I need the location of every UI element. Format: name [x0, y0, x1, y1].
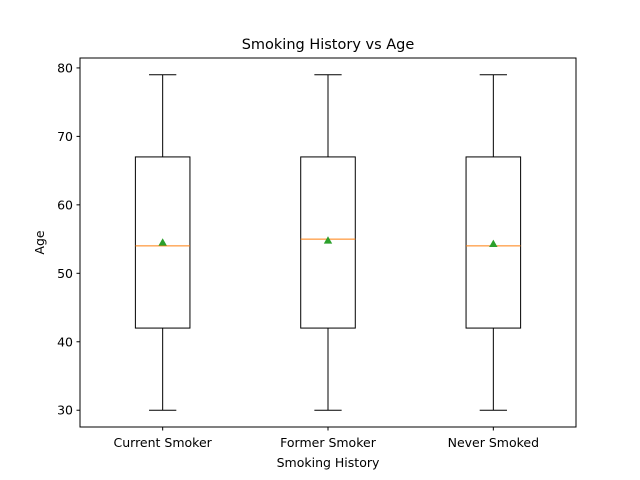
y-tick-label: 60 — [57, 197, 73, 212]
y-tick-label: 40 — [57, 334, 73, 349]
x-tick-label: Never Smoked — [448, 435, 539, 450]
chart-title: Smoking History vs Age — [242, 37, 415, 53]
y-tick-label: 80 — [57, 60, 73, 75]
y-tick-label: 50 — [57, 266, 73, 281]
x-axis-label: Smoking History — [277, 455, 380, 470]
x-tick-label: Current Smoker — [114, 435, 213, 450]
y-tick-label: 70 — [57, 129, 73, 144]
x-tick-label: Former Smoker — [280, 435, 377, 450]
y-tick-label: 30 — [57, 403, 73, 418]
y-axis-label: Age — [32, 230, 47, 254]
